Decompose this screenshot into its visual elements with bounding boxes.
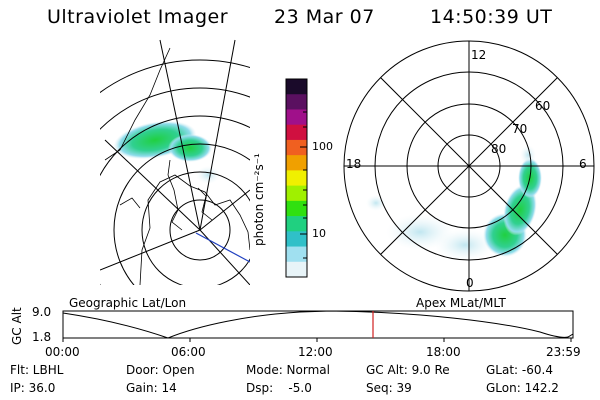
glat-info: GLat: -60.4 bbox=[486, 363, 553, 377]
glon-info: GLon: 142.2 bbox=[486, 381, 559, 395]
colorbar-segment bbox=[286, 200, 307, 217]
colorbar-frame bbox=[285, 78, 308, 278]
time-tick-2359: 23:59 bbox=[546, 345, 581, 359]
colorbar-segment bbox=[286, 79, 307, 95]
colorbar-tick-100: 100 bbox=[312, 140, 333, 153]
time-tick-1800: 18:00 bbox=[426, 345, 461, 359]
colorbar-segment bbox=[286, 246, 307, 263]
ip-info: IP: 36.0 bbox=[10, 381, 56, 395]
colorbar-segment bbox=[286, 139, 307, 156]
polar-plot bbox=[343, 40, 595, 292]
mlt-label-12: 12 bbox=[471, 48, 487, 62]
time-tick-1200: 12:00 bbox=[298, 345, 333, 359]
colorbar-segment bbox=[286, 109, 307, 126]
mlat-label-80: 80 bbox=[491, 142, 507, 156]
apex-projection-label: Apex MLat/MLT bbox=[416, 296, 506, 310]
mlt-label-6: 6 bbox=[579, 157, 587, 171]
colorbar-segment bbox=[286, 124, 307, 141]
altitude-ymin: 1.8 bbox=[32, 330, 52, 344]
colorbar-segment bbox=[286, 185, 307, 202]
time-tick-0000: 00:00 bbox=[45, 345, 80, 359]
colorbar-segment bbox=[286, 170, 307, 187]
mode-info: Mode: Normal bbox=[246, 363, 330, 377]
geographic-map bbox=[100, 39, 250, 285]
geographic-projection-label: Geographic Lat/Lon bbox=[69, 296, 187, 310]
colorbar-segment bbox=[286, 155, 307, 171]
altitude-plot bbox=[62, 310, 574, 342]
colorbar bbox=[286, 79, 307, 278]
mlt-label-0: 0 bbox=[466, 276, 474, 290]
filter-info: Flt: LBHL bbox=[10, 363, 64, 377]
colorbar-segment bbox=[286, 231, 307, 248]
seq-info: Seq: 39 bbox=[366, 381, 412, 395]
altitude-ymax: 9.0 bbox=[32, 305, 52, 319]
mlat-label-70: 70 bbox=[512, 122, 528, 136]
gain-info: Gain: 14 bbox=[126, 381, 177, 395]
mlt-label-18: 18 bbox=[346, 157, 362, 171]
instrument-title: Ultraviolet Imager bbox=[47, 6, 229, 28]
colorbar-tick-10: 10 bbox=[312, 227, 326, 240]
colorbar-segment bbox=[286, 94, 307, 110]
colorbar-segment bbox=[286, 261, 307, 278]
colorbar-unit-label: photon cm⁻²s⁻¹ bbox=[252, 153, 266, 246]
colorbar-segment bbox=[286, 216, 307, 232]
gc-alt-info: GC Alt: 9.0 Re bbox=[366, 363, 450, 377]
dsp-info: Dsp: -5.0 bbox=[246, 381, 312, 395]
time-label: 14:50:39 UT bbox=[430, 6, 553, 28]
mlat-label-60: 60 bbox=[535, 99, 551, 113]
altitude-ylabel: GC Alt bbox=[10, 307, 24, 345]
time-tick-0600: 06:00 bbox=[171, 345, 206, 359]
date-label: 23 Mar 07 bbox=[274, 6, 375, 28]
door-info: Door: Open bbox=[126, 363, 195, 377]
